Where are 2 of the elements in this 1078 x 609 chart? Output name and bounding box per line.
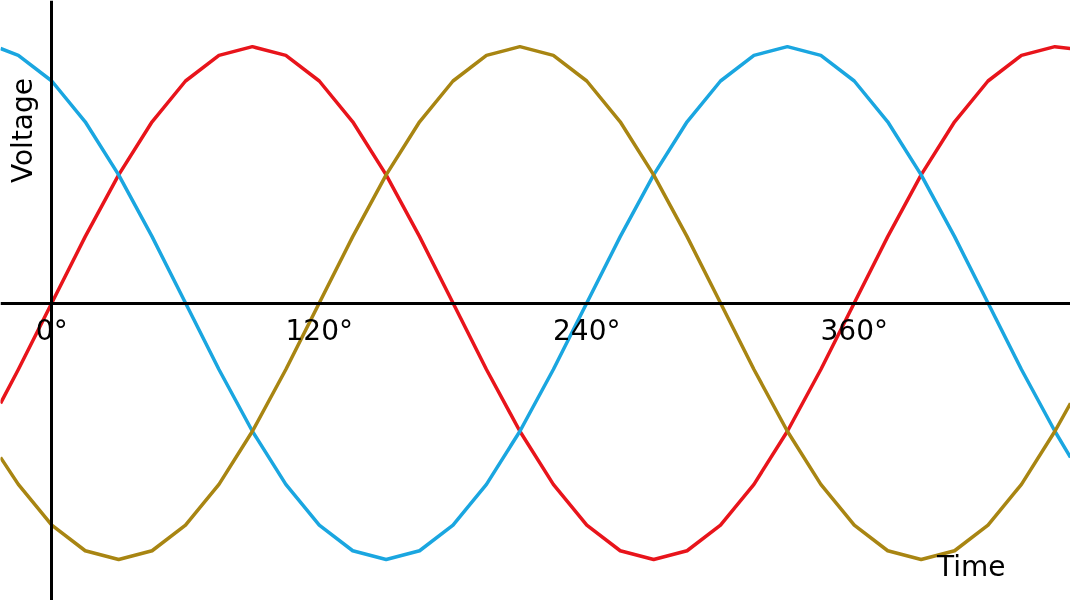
x-axis-title: Time: [935, 549, 1006, 583]
y-axis-title: Voltage: [6, 77, 39, 184]
